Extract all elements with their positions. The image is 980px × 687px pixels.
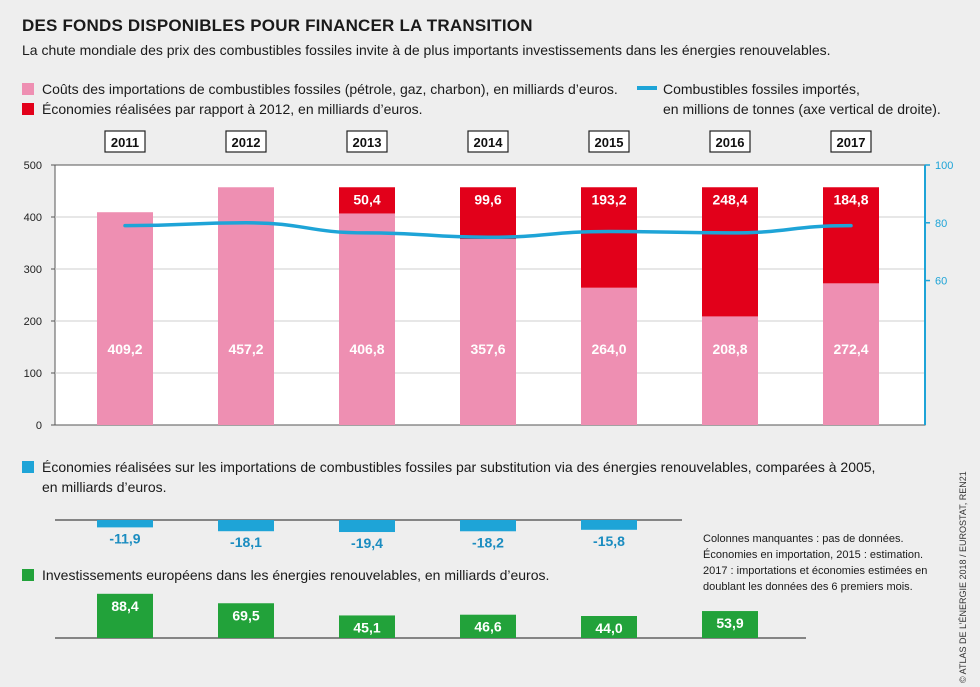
legend-swatch-costs [22, 83, 34, 95]
section-substitution-line-2: en milliards d’euros. [42, 479, 167, 495]
section-investment-title: Investissements européens dans les énerg… [42, 567, 550, 583]
bar-substitution [460, 520, 516, 532]
bar-savings [460, 187, 516, 240]
bar-savings [702, 187, 758, 317]
substitution-value-label: -11,9 [109, 530, 140, 546]
legend-line-2: en millions de tonnes (axe vertical de d… [663, 101, 941, 117]
costs-value-label: 457,2 [228, 341, 263, 357]
costs-value-label: 357,6 [470, 341, 505, 357]
investment-value-label: 69,5 [232, 607, 259, 623]
investment-value-label: 45,1 [353, 619, 380, 635]
bar-investment [97, 593, 153, 638]
investment-value-label: 88,4 [111, 598, 138, 614]
right-y-tick-label: 100 [935, 160, 953, 172]
note-line: Colonnes manquantes : pas de données. [703, 533, 904, 545]
legend-swatch-line [637, 86, 657, 90]
note-line: 2017 : importations et économies estimée… [703, 565, 928, 577]
year-label: 2017 [837, 135, 866, 150]
y-tick-label: 300 [24, 264, 42, 276]
legend-line-1: Combustibles fossiles importés, [663, 81, 860, 97]
costs-value-label: 264,0 [591, 341, 626, 357]
investment-value-label: 44,0 [595, 620, 622, 636]
bar-costs [823, 283, 879, 425]
savings-value-label: 50,4 [353, 191, 380, 207]
investment-value-label: 46,6 [474, 619, 501, 635]
bar-costs [339, 213, 395, 425]
substitution-value-label: -19,4 [351, 535, 383, 551]
right-y-tick-label: 60 [935, 276, 947, 288]
legend-swatch-investment [22, 569, 34, 581]
bar-investment [460, 614, 516, 638]
savings-value-label: 184,8 [833, 191, 868, 207]
year-box [104, 130, 146, 153]
bar-costs [97, 212, 153, 425]
legend-costs: Coûts des importations de combustibles f… [42, 81, 618, 97]
bar-costs [460, 239, 516, 425]
bar-costs [218, 187, 274, 425]
bar-substitution [97, 520, 153, 528]
year-label: 2016 [716, 135, 745, 150]
legend-swatch-savings [22, 103, 34, 115]
bar-investment [702, 611, 758, 638]
note-line: doublant les données des 6 premiers mois… [703, 581, 913, 593]
bar-investment [218, 603, 274, 638]
year-box [709, 130, 751, 153]
y-tick-label: 400 [24, 212, 42, 224]
right-y-tick-label: 80 [935, 218, 947, 230]
chart-subtitle: La chute mondiale des prix des combustib… [22, 42, 831, 58]
y-tick-label: 100 [24, 368, 42, 380]
y-tick-label: 0 [36, 420, 42, 432]
savings-value-label: 248,4 [712, 191, 747, 207]
substitution-value-label: -18,1 [230, 534, 262, 550]
y-tick-label: 500 [24, 160, 42, 172]
year-label: 2011 [111, 135, 139, 150]
legend-swatch-substitution [22, 461, 34, 473]
substitution-value-label: -15,8 [593, 533, 625, 549]
bar-substitution [581, 520, 637, 530]
bar-savings [581, 187, 637, 288]
costs-value-label: 409,2 [107, 341, 142, 357]
bar-costs [702, 316, 758, 425]
chart-title: DES FONDS DISPONIBLES POUR FINANCER LA T… [22, 16, 533, 35]
bar-savings [823, 187, 879, 284]
bar-substitution [218, 520, 274, 532]
year-label: 2013 [353, 135, 382, 150]
year-label: 2014 [474, 135, 504, 150]
substitution-value-label: -18,2 [472, 534, 504, 550]
notes: Colonnes manquantes : pas de données. Éc… [703, 531, 927, 595]
savings-value-label: 193,2 [591, 191, 626, 207]
bar-investment [339, 615, 395, 638]
section-substitution-line-1: Économies réalisées sur les importations… [42, 459, 876, 475]
investment-value-label: 53,9 [716, 615, 743, 631]
year-box [588, 130, 630, 153]
legend-savings: Économies réalisées par rapport à 2012, … [42, 101, 423, 117]
bar-savings [339, 187, 395, 214]
y-tick-label: 200 [24, 316, 42, 328]
costs-value-label: 208,8 [712, 341, 747, 357]
costs-value-label: 406,8 [349, 341, 384, 357]
bar-substitution [339, 520, 395, 533]
year-box [225, 130, 267, 153]
savings-value-label: 99,6 [474, 191, 501, 207]
bar-investment [581, 616, 637, 638]
costs-value-label: 272,4 [833, 341, 868, 357]
year-box [467, 130, 509, 153]
year-box [830, 130, 872, 153]
note-line: Économies en importation, 2015 : estimat… [703, 549, 924, 561]
year-box [346, 130, 388, 153]
year-label: 2012 [232, 135, 261, 150]
year-label: 2015 [595, 135, 624, 150]
bar-costs [581, 287, 637, 425]
